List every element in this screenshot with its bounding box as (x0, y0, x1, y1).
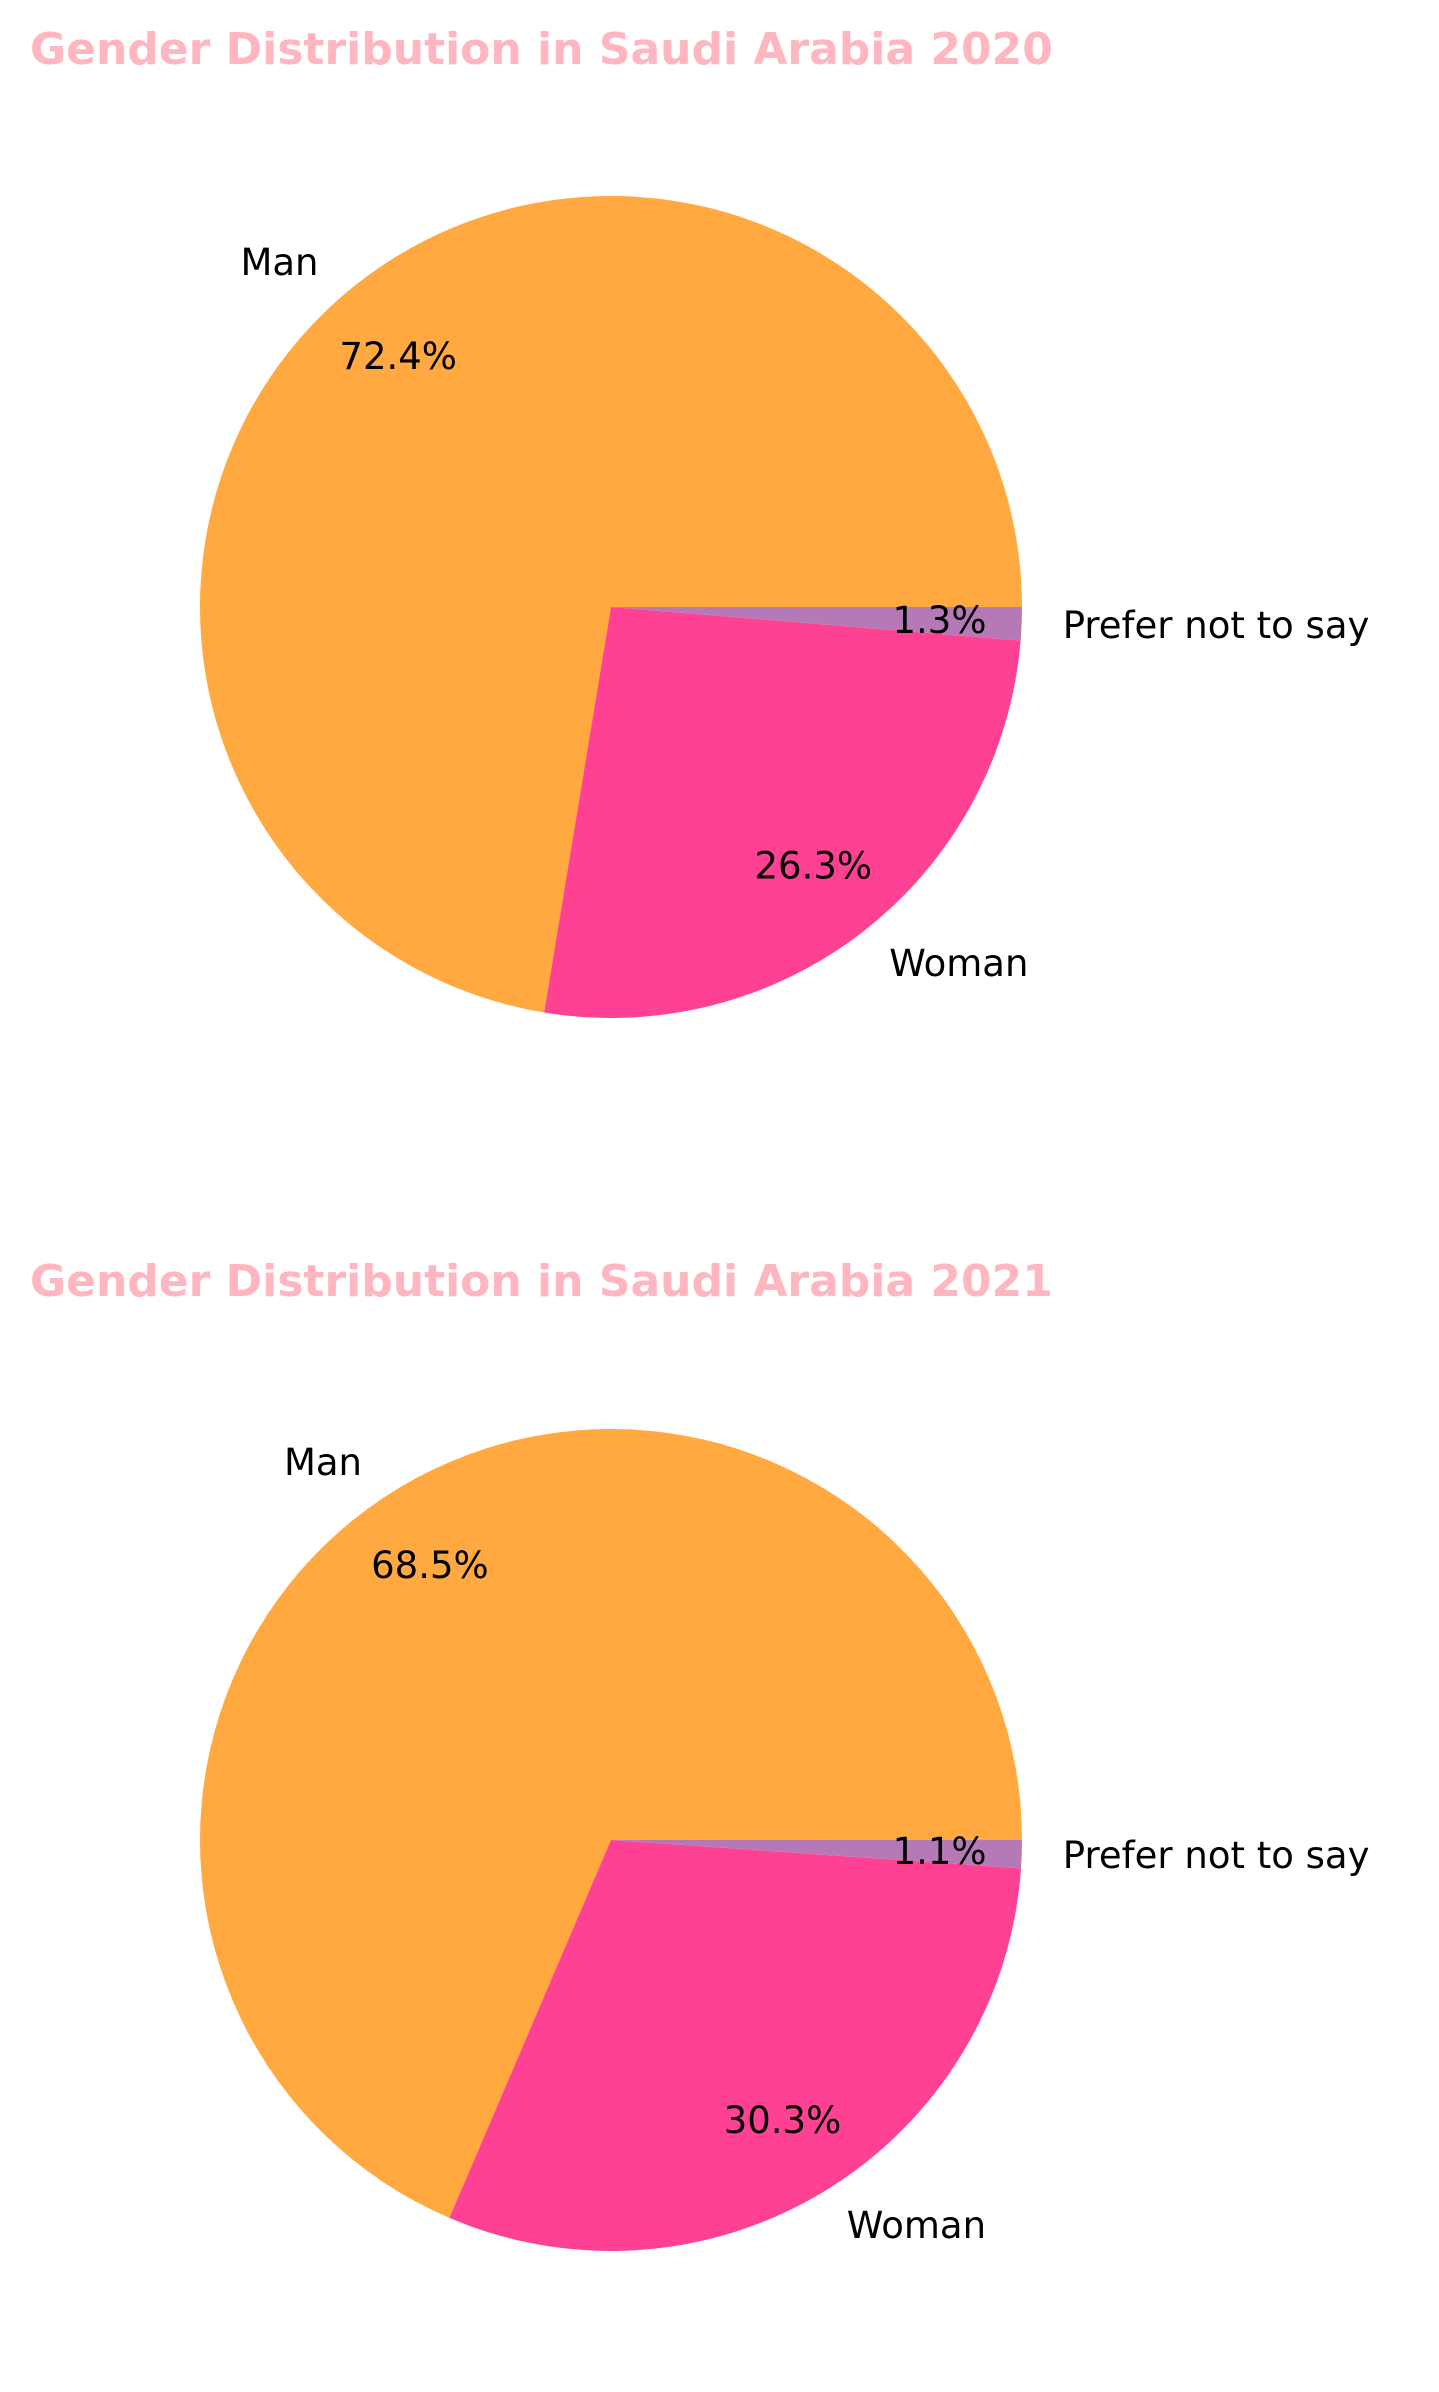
pie-slices-2021 (200, 1429, 1023, 2252)
slice-percent-woman-2020: 26.3% (755, 845, 873, 888)
slice-label-woman-2020: Woman (889, 942, 1028, 985)
pie-labels-2021: Man 68.5% Woman 30.3% Prefer not to say 1.1% (284, 1441, 1370, 2247)
pie-slice-woman-2021 (449, 1840, 1022, 2252)
pie-slice-man-2021 (200, 1429, 1023, 2218)
chart-title-2020: Gender Distribution in Saudi Arabia 2020 (30, 24, 1053, 75)
slice-percent-prefer-not-to-say-2020: 1.3% (893, 599, 987, 642)
chart-panel-2020: Gender Distribution in Saudi Arabia 2020… (30, 24, 1369, 1019)
chart-title-2021: Gender Distribution in Saudi Arabia 2021 (30, 1256, 1053, 1307)
pie-slice-woman-2020 (544, 607, 1021, 1019)
slice-percent-man-2021: 68.5% (371, 1544, 489, 1587)
slice-label-prefer-not-to-say-2021: Prefer not to say (1063, 1834, 1370, 1877)
slice-label-woman-2021: Woman (847, 2204, 986, 2247)
slice-label-man-2021: Man (284, 1441, 362, 1484)
slice-label-prefer-not-to-say-2020: Prefer not to say (1063, 604, 1370, 647)
pie-slice-prefer-not-to-say-2021 (611, 1840, 1022, 1869)
slice-percent-man-2020: 72.4% (339, 335, 457, 378)
slice-percent-woman-2021: 30.3% (724, 2099, 842, 2142)
slice-label-man-2020: Man (240, 241, 318, 284)
slice-percent-prefer-not-to-say-2021: 1.1% (893, 1830, 987, 1873)
pie-labels-2020: Man 72.4% Woman 26.3% Prefer not to say 1.3% (240, 241, 1369, 985)
chart-panel-2021: Gender Distribution in Saudi Arabia 2021… (30, 1256, 1370, 2252)
pie-slice-prefer-not-to-say-2020 (611, 607, 1022, 641)
pie-slice-man-2020 (200, 196, 1023, 1013)
pie-slices-2020 (200, 196, 1023, 1019)
